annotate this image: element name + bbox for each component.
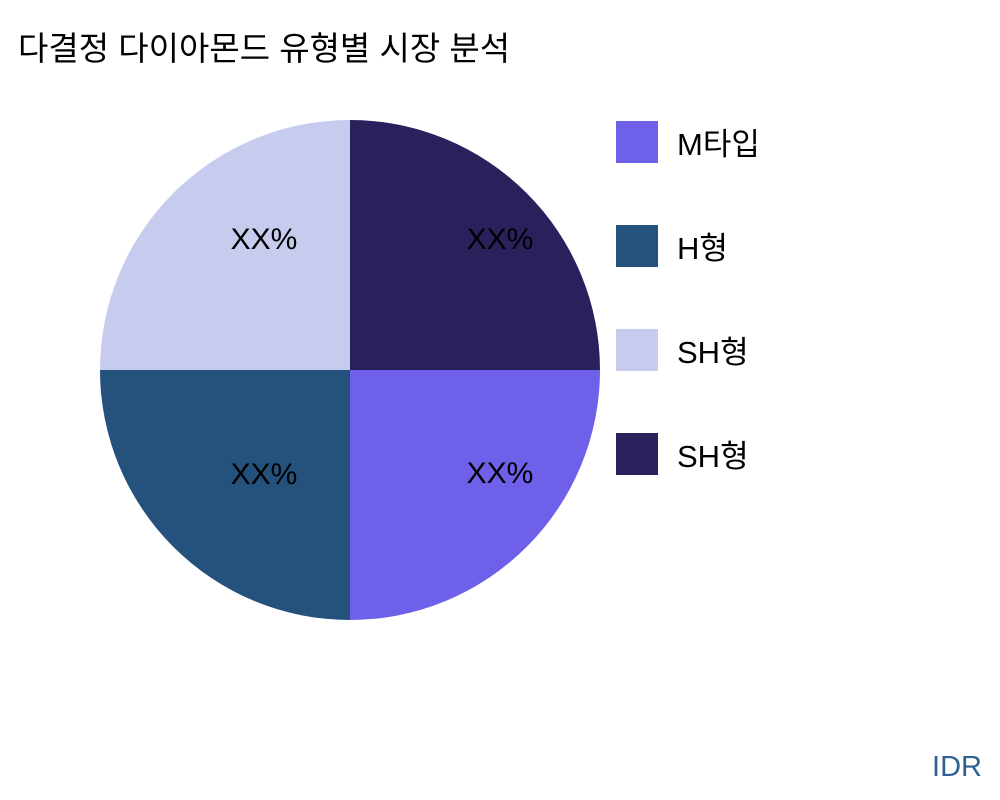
watermark-idr: IDR bbox=[932, 751, 982, 783]
legend-item-m-type: M타입 bbox=[616, 119, 760, 164]
legend-label-sh-type-light: SH형 bbox=[677, 335, 749, 370]
legend-swatch-sh-type-light bbox=[616, 328, 658, 371]
legend-swatch-m-type bbox=[616, 120, 658, 163]
legend-label-h-type: H형 bbox=[677, 231, 728, 266]
legend-item-sh-type-light: SH형 bbox=[616, 327, 760, 372]
slice-label-top-left: XX% bbox=[230, 223, 298, 256]
slice-label-bottom-left: XX% bbox=[230, 458, 298, 491]
slice-label-top-right: XX% bbox=[466, 223, 534, 256]
legend-label-sh-type-dark: SH형 bbox=[677, 439, 749, 474]
legend-swatch-sh-type-dark bbox=[616, 432, 658, 475]
legend-swatch-h-type bbox=[616, 224, 658, 267]
legend: M타입 H형 SH형 SH형 bbox=[616, 119, 760, 476]
pie-chart bbox=[100, 120, 600, 620]
legend-item-h-type: H형 bbox=[616, 223, 760, 268]
legend-label-m-type: M타입 bbox=[677, 127, 760, 162]
legend-item-sh-type-dark: SH형 bbox=[616, 431, 760, 476]
chart-title: 다결정 다이아몬드 유형별 시장 분석 bbox=[18, 30, 511, 67]
slice-label-bottom-right: XX% bbox=[466, 457, 534, 490]
